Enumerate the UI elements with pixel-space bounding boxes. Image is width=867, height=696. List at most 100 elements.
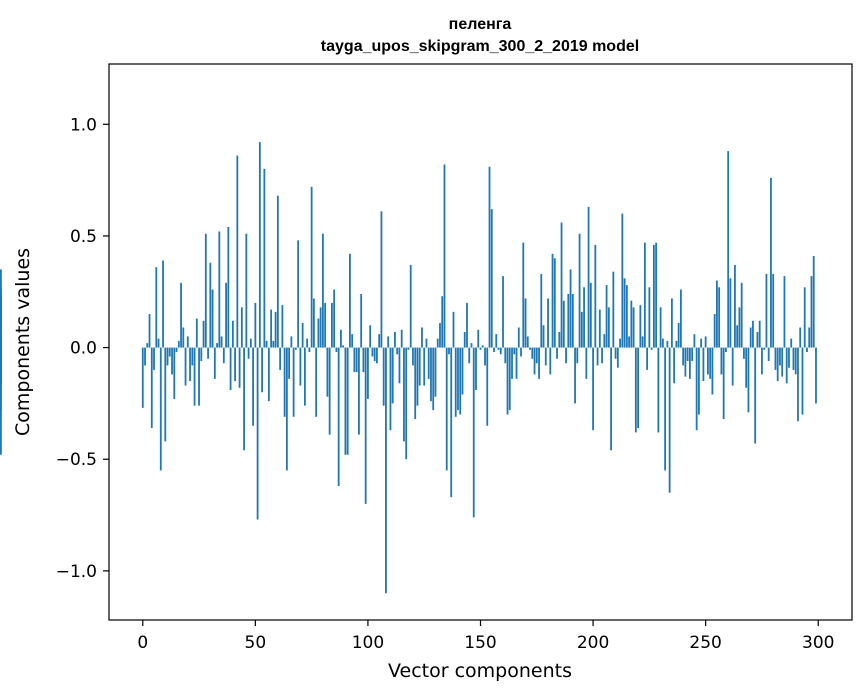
bar [765, 273, 768, 348]
bar [306, 338, 309, 348]
bar [614, 347, 617, 359]
bar [387, 336, 390, 348]
bar [745, 347, 748, 388]
bar [794, 347, 797, 375]
bar [265, 340, 268, 348]
y-tick-label: −0.5 [56, 450, 97, 470]
bar [0, 325, 2, 348]
bar [414, 347, 417, 420]
bar [623, 278, 626, 348]
bar [367, 347, 369, 399]
bar [310, 186, 313, 348]
bar [360, 293, 363, 348]
bar [198, 347, 200, 406]
bar [781, 347, 784, 377]
bar [371, 347, 374, 357]
bar [475, 347, 477, 391]
bar [421, 327, 423, 348]
bar [619, 338, 621, 348]
bar [812, 256, 815, 348]
bar [324, 302, 327, 348]
bar [373, 347, 376, 361]
bar [477, 329, 480, 348]
bar [166, 347, 169, 366]
bar [434, 347, 437, 397]
bar [231, 320, 234, 348]
bar [666, 340, 669, 348]
bar [722, 347, 725, 420]
bar [661, 338, 664, 348]
x-tick-label: 150 [464, 633, 496, 653]
bar [691, 347, 694, 361]
bar [738, 307, 741, 348]
bar [236, 155, 239, 348]
x-axis-ticks: 0 50 100 150 200 250 300 [137, 620, 834, 653]
bar [162, 260, 164, 348]
bar [740, 282, 743, 348]
bar [481, 345, 484, 348]
bar [785, 347, 788, 384]
bar [274, 311, 277, 348]
bar [252, 347, 254, 426]
bar [763, 347, 766, 350]
bar [499, 347, 502, 355]
bar [272, 340, 275, 348]
bar [515, 347, 518, 379]
bar [0, 287, 2, 348]
bar [211, 289, 214, 348]
bar [328, 347, 331, 435]
bar [409, 264, 412, 348]
bar [657, 347, 660, 433]
bar [182, 327, 185, 348]
bar [565, 347, 567, 364]
bar [585, 347, 588, 379]
bar [603, 334, 606, 348]
bar [400, 329, 403, 348]
bar [526, 336, 529, 348]
bar [403, 347, 405, 442]
x-tick-label: 200 [577, 633, 609, 653]
bar [776, 347, 779, 382]
bar [263, 168, 266, 348]
bars-layer [0, 142, 817, 594]
bar [321, 233, 324, 348]
bar [418, 347, 421, 386]
bar [529, 347, 531, 350]
bar [621, 213, 624, 348]
bar [448, 347, 450, 355]
bar [758, 320, 761, 348]
bar [337, 347, 340, 487]
bar [225, 282, 227, 348]
bar [684, 347, 687, 377]
bar [216, 343, 218, 348]
bar [630, 300, 633, 348]
bar [587, 206, 590, 348]
bar [799, 327, 802, 348]
bar [378, 334, 381, 348]
bar [540, 273, 543, 348]
bar [625, 285, 628, 348]
bar [752, 320, 754, 348]
bar [511, 347, 513, 379]
bar [344, 347, 347, 455]
bar [261, 347, 263, 393]
bar [220, 336, 223, 348]
bar [801, 347, 804, 415]
chart-title: пеленга [449, 16, 512, 33]
bar [148, 314, 151, 348]
bar [734, 264, 736, 348]
bar [632, 307, 635, 348]
bar [520, 347, 522, 357]
bar [340, 329, 342, 348]
bar [571, 293, 574, 348]
bar [553, 258, 556, 348]
bar [772, 273, 775, 348]
y-tick-label: −1.0 [56, 562, 97, 582]
bar [213, 347, 216, 379]
bar [675, 340, 678, 348]
bar [331, 302, 333, 348]
bar [711, 347, 714, 395]
bar [450, 347, 453, 498]
